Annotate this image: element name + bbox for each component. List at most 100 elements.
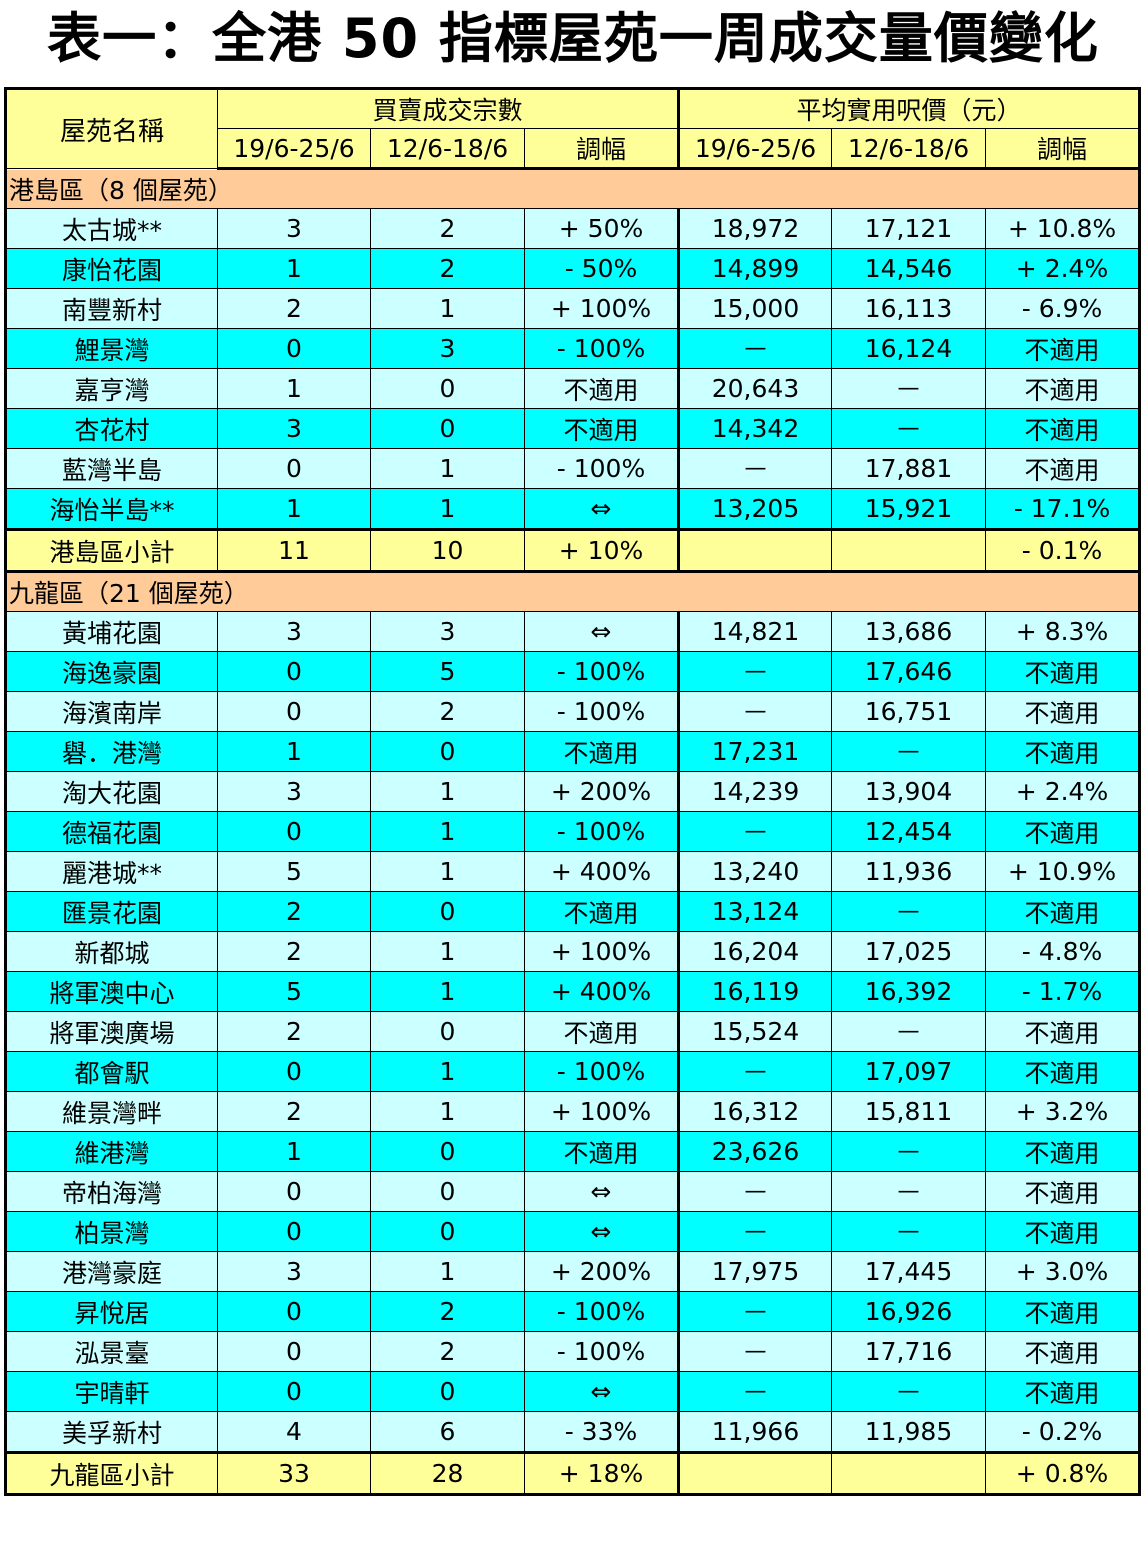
cell-transactions-change: - 100%	[524, 328, 680, 369]
table-row: 鯉景灣 0 3- 100% —16,124 不適用	[5, 328, 1141, 369]
cell-price-current: —	[678, 1371, 832, 1412]
cell-transactions-current: 0	[217, 1051, 371, 1092]
cell-transactions-change: + 10%	[524, 528, 680, 573]
cell-estate-name: 杏花村	[5, 408, 218, 449]
cell-estate-name: 九龍區小計	[5, 1451, 218, 1496]
cell-transactions-previous: 0	[370, 1211, 525, 1252]
cell-price-change: - 6.9%	[984, 288, 1141, 329]
cell-transactions-change: 不適用	[524, 731, 680, 772]
cell-estate-name: 德福花園	[5, 811, 218, 852]
region-label: 九龍區（21 個屋苑）	[4, 571, 1141, 612]
cell-price-previous: —	[831, 408, 986, 449]
cell-estate-name: 海怡半島**	[5, 488, 218, 530]
cell-transactions-current: 5	[217, 971, 371, 1012]
cell-transactions-current: 11	[217, 528, 371, 573]
cell-estate-name: 礜．港灣	[5, 731, 218, 772]
header-estate-name: 屋苑名稱	[5, 88, 218, 169]
cell-estate-name: 泓景臺	[5, 1331, 218, 1372]
table-row: 都會駅 0 1- 100% —17,097 不適用	[5, 1051, 1141, 1092]
subtotal-row: 港島區小計 11 10 + 10% - 0.1%	[5, 528, 1141, 573]
cell-transactions-previous: 0	[370, 408, 525, 449]
table-row: 麗港城** 5 1 + 400% 13,240 11,936 + 10.9%	[5, 851, 1141, 892]
cell-price-previous: —	[831, 891, 986, 932]
cell-price-current: 16,204	[678, 931, 832, 972]
cell-price-current: 14,821	[678, 611, 832, 652]
cell-estate-name: 鯉景灣	[5, 328, 218, 369]
cell-transactions-current: 2	[217, 931, 371, 972]
table-row: 藍灣半島 0 1- 100% —17,881 不適用	[5, 448, 1141, 489]
cell-transactions-change: ⇔	[524, 1211, 680, 1252]
cell-price-current: 14,342	[678, 408, 832, 449]
cell-price-previous: 16,113	[831, 288, 986, 329]
cell-price-current: —	[678, 1211, 832, 1252]
table-row: 泓景臺 0 2- 100% —17,716 不適用	[5, 1331, 1141, 1372]
cell-price-change: + 2.4%	[984, 248, 1141, 289]
table-row: 礜．港灣 1 0 不適用 17,231— 不適用	[5, 731, 1141, 772]
cell-transactions-previous: 0	[370, 1171, 525, 1212]
cell-price-previous: 13,904	[831, 771, 986, 812]
cell-price-previous	[831, 1451, 986, 1496]
cell-price-change: 不適用	[984, 1371, 1141, 1412]
cell-price-current: —	[678, 811, 832, 852]
cell-transactions-current: 33	[217, 1451, 371, 1496]
cell-estate-name: 將軍澳中心	[5, 971, 218, 1012]
cell-price-current: 16,312	[678, 1091, 832, 1132]
cell-price-current: 14,899	[678, 248, 832, 289]
cell-estate-name: 都會駅	[5, 1051, 218, 1092]
table-row: 海逸豪園 0 5- 100% —17,646 不適用	[5, 651, 1141, 692]
cell-transactions-current: 2	[217, 288, 371, 329]
cell-transactions-previous: 1	[370, 1051, 525, 1092]
header-p-period-current: 19/6-25/6	[678, 128, 832, 170]
cell-transactions-previous: 1	[370, 1091, 525, 1132]
cell-transactions-change: 不適用	[524, 891, 680, 932]
cell-price-current: 13,124	[678, 891, 832, 932]
cell-transactions-previous: 0	[370, 731, 525, 772]
cell-price-previous: 17,097	[831, 1051, 986, 1092]
cell-transactions-current: 3	[217, 208, 371, 249]
cell-transactions-current: 3	[217, 1251, 371, 1292]
cell-estate-name: 宇晴軒	[5, 1371, 218, 1412]
table-row: 嘉亨灣 1 0 不適用 20,643— 不適用	[5, 368, 1141, 409]
cell-transactions-previous: 2	[370, 1291, 525, 1332]
cell-transactions-change: ⇔	[524, 611, 680, 652]
header-price-group: 平均實用呎價（元）	[677, 88, 1141, 129]
cell-price-change: - 0.2%	[984, 1411, 1141, 1453]
cell-transactions-previous: 3	[370, 611, 525, 652]
cell-transactions-change: + 400%	[524, 851, 680, 892]
cell-estate-name: 黃埔花園	[5, 611, 218, 652]
cell-transactions-previous: 0	[370, 1371, 525, 1412]
cell-estate-name: 康怡花園	[5, 248, 218, 289]
table-row: 德福花園 0 1- 100% —12,454 不適用	[5, 811, 1141, 852]
cell-transactions-change: - 100%	[524, 811, 680, 852]
cell-price-change: 不適用	[984, 408, 1141, 449]
cell-price-current: —	[678, 328, 832, 369]
cell-transactions-change: ⇔	[524, 1371, 680, 1412]
cell-price-change: + 8.3%	[984, 611, 1141, 652]
cell-transactions-previous: 1	[370, 448, 525, 489]
region-header-row: 九龍區（21 個屋苑）	[4, 571, 1141, 612]
cell-transactions-previous: 2	[370, 1331, 525, 1372]
cell-price-change: 不適用	[984, 731, 1141, 772]
cell-price-previous: 11,985	[831, 1411, 986, 1453]
cell-price-previous: —	[831, 731, 986, 772]
cell-transactions-previous: 1	[370, 771, 525, 812]
cell-price-change: 不適用	[984, 811, 1141, 852]
cell-price-change: 不適用	[984, 1291, 1141, 1332]
cell-price-previous: 11,936	[831, 851, 986, 892]
cell-estate-name: 海逸豪園	[5, 651, 218, 692]
header-t-change: 調幅	[524, 128, 680, 170]
cell-price-current: —	[678, 1331, 832, 1372]
cell-transactions-current: 1	[217, 1131, 371, 1172]
cell-estate-name: 藍灣半島	[5, 448, 218, 489]
cell-transactions-previous: 1	[370, 488, 525, 530]
cell-estate-name: 將軍澳廣場	[5, 1011, 218, 1052]
cell-transactions-change: 不適用	[524, 1011, 680, 1052]
header-t-period-previous: 12/6-18/6	[370, 128, 525, 170]
cell-price-change: + 10.8%	[984, 208, 1141, 249]
cell-price-current: —	[678, 1171, 832, 1212]
cell-price-current: —	[678, 448, 832, 489]
page-title: 表一：全港 50 指標屋苑一周成交量價變化	[47, 7, 1099, 70]
cell-price-change: 不適用	[984, 1331, 1141, 1372]
cell-price-change: 不適用	[984, 1171, 1141, 1212]
cell-transactions-change: 不適用	[524, 1131, 680, 1172]
